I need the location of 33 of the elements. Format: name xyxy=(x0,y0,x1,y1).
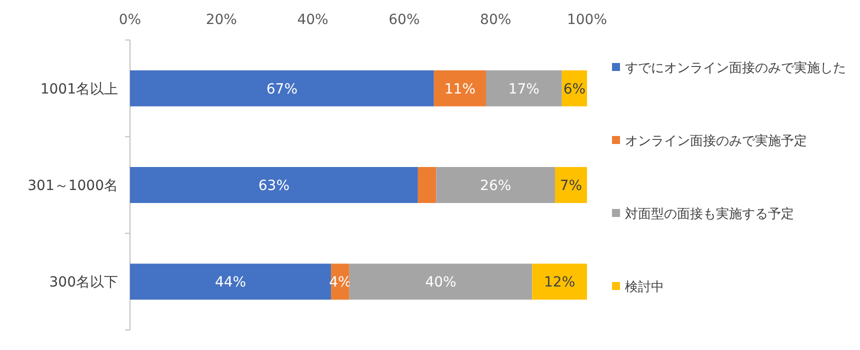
x-tick-label: 20% xyxy=(206,12,237,28)
data-label: 67% xyxy=(266,81,298,98)
data-label: 26% xyxy=(480,178,512,194)
data-label: 7% xyxy=(560,178,582,194)
data-label: 11% xyxy=(444,81,476,98)
data-label: 44% xyxy=(214,274,246,291)
x-tick-label: 80% xyxy=(480,12,512,28)
bar xyxy=(349,264,532,300)
legend-label: 検討中 xyxy=(625,280,664,295)
x-tick-label: 60% xyxy=(388,12,420,28)
y-tick-label: 1001名以上 xyxy=(40,81,118,98)
y-tick-label: 300名以下 xyxy=(49,274,118,291)
y-tick-label: 301～1000名 xyxy=(28,178,118,194)
bar xyxy=(532,264,587,300)
bar xyxy=(418,167,436,203)
bar xyxy=(555,167,587,203)
data-label: 40% xyxy=(425,274,456,291)
legend-label: すでにオンライン面接のみで実施した xyxy=(625,60,846,76)
bar xyxy=(436,167,556,203)
data-label: 63% xyxy=(258,178,290,194)
data-label: 6% xyxy=(563,81,586,98)
data-label: 17% xyxy=(508,81,540,98)
legend-label: 対面型の面接も実施する予定 xyxy=(625,206,794,222)
data-label: 12% xyxy=(544,274,576,291)
bar xyxy=(486,70,562,106)
bar xyxy=(130,264,332,300)
legend-label: オンライン面接のみで実施予定 xyxy=(625,133,807,149)
bar xyxy=(130,167,418,203)
x-tick-label: 0% xyxy=(118,12,142,28)
x-tick-label: 40% xyxy=(297,12,328,28)
bar xyxy=(434,70,486,106)
x-tick-label: 100% xyxy=(566,12,608,28)
bar xyxy=(130,70,434,106)
